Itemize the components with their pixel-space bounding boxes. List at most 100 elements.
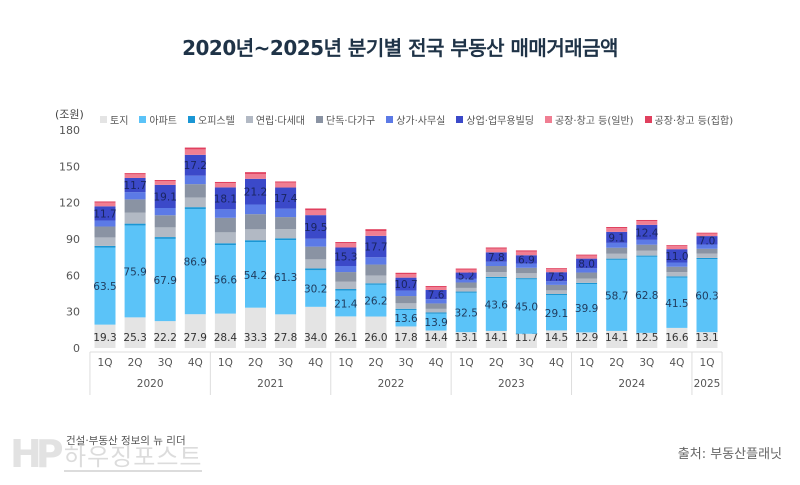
bar-segment xyxy=(546,293,567,296)
bar-segment xyxy=(666,249,688,263)
bar-segment xyxy=(576,254,598,256)
bar-segment xyxy=(365,275,387,284)
data-label: 5.2 xyxy=(458,271,475,283)
bar-segment xyxy=(214,245,236,314)
bar-segment xyxy=(245,204,266,215)
bar-segment xyxy=(395,272,417,275)
data-label: 7.8 xyxy=(488,252,505,264)
bar-segment xyxy=(94,226,116,238)
bar-segment xyxy=(696,236,718,245)
bar-segment xyxy=(485,330,507,348)
bar-stack: 34.0 30.2 19.5 xyxy=(304,208,327,348)
x-tick-label: 1Q xyxy=(579,357,594,369)
bar-segment xyxy=(546,272,567,282)
bar-segment xyxy=(335,242,357,244)
bar-segment xyxy=(335,243,357,248)
bar-stack: 17.8 13.6 10.7 xyxy=(394,272,418,348)
bar-segment xyxy=(696,233,718,237)
data-label: 11.7 xyxy=(93,208,116,220)
bar-segment xyxy=(94,237,116,246)
legend-label: 상가·사무실 xyxy=(396,116,446,127)
bar-segment xyxy=(214,232,236,244)
bar-segment xyxy=(455,269,477,273)
bar-segment xyxy=(636,224,658,240)
bar-segment xyxy=(154,184,176,208)
source-credit: 출처: 부동산플래닛 xyxy=(677,447,782,462)
bar-segment xyxy=(305,215,327,239)
x-tick-label: 1Q xyxy=(700,357,715,369)
data-label: 14.1 xyxy=(485,332,508,344)
bar-segment xyxy=(154,207,176,216)
bar-segment xyxy=(395,296,417,304)
data-label: 13.9 xyxy=(424,317,447,329)
bar-segment xyxy=(606,227,628,229)
bar-segment xyxy=(515,279,537,334)
y-tick-label: 90 xyxy=(66,233,80,246)
bar-segment xyxy=(245,172,266,174)
bar-segment xyxy=(214,181,236,184)
bar-segment xyxy=(154,180,176,182)
data-label: 63.5 xyxy=(93,281,116,293)
bar-segment xyxy=(395,326,417,348)
year-group-label: 2025 xyxy=(694,378,721,390)
data-label: 32.5 xyxy=(455,307,478,319)
x-tick-label: 2Q xyxy=(128,357,143,369)
bar-segment xyxy=(124,212,146,224)
stacked-bar-chart: 0 30 60 90 120 150 180 19.3 63.5 11.7 1Q 25.3 75.9 11… xyxy=(59,124,723,395)
bar-segment xyxy=(606,258,628,260)
bar-stack: 33.3 54.2 21.2 xyxy=(244,172,267,348)
bar-segment xyxy=(485,266,507,273)
bar-segment xyxy=(546,330,567,348)
bar-segment xyxy=(154,321,176,348)
legend-swatch xyxy=(544,116,552,123)
x-tick-label: 3Q xyxy=(278,357,293,369)
data-label: 13.1 xyxy=(455,332,478,344)
bar-segment xyxy=(485,247,507,249)
data-label: 41.5 xyxy=(665,298,688,310)
legend-item: 연립·다세대 xyxy=(245,112,305,127)
bar-segment xyxy=(245,307,266,348)
bar-segment xyxy=(305,270,327,307)
data-label: 13.1 xyxy=(695,332,718,344)
bar-segment xyxy=(515,255,537,264)
data-label: 6.9 xyxy=(518,254,535,266)
bar-segment xyxy=(305,246,327,260)
bar-segment xyxy=(365,229,387,232)
bar-segment xyxy=(636,250,658,256)
bar-stack: 14.1 58.7 9.1 xyxy=(605,227,628,348)
bar-segment xyxy=(395,303,417,309)
bar-segment xyxy=(455,287,477,292)
bar-segment xyxy=(335,289,357,291)
legend-swatch xyxy=(100,116,107,123)
bar-segment xyxy=(365,231,387,236)
bar-segment xyxy=(546,284,567,291)
x-tick-label: 2Q xyxy=(609,357,624,369)
bar-stack: 14.4 13.9 7.6 xyxy=(424,285,448,348)
x-tick-label: 3Q xyxy=(399,357,414,369)
bar-segment xyxy=(365,283,387,285)
logo-name: 하우징포스트 xyxy=(64,443,203,472)
bar-segment xyxy=(184,154,206,176)
bar-segment xyxy=(485,278,507,331)
data-label: 12.9 xyxy=(575,332,598,344)
legend-label: 상업·업무용빌딩 xyxy=(466,116,534,127)
legend-item: 오피스텔 xyxy=(188,112,235,127)
bar-segment xyxy=(305,208,327,211)
x-tick-label: 2Q xyxy=(489,357,504,369)
data-label: 54.2 xyxy=(244,270,267,282)
data-label: 27.9 xyxy=(184,332,207,344)
bar-segment xyxy=(124,174,146,178)
bar-segment xyxy=(365,264,387,276)
y-tick-label: 60 xyxy=(66,269,80,282)
bar-segment xyxy=(124,192,146,200)
bar-segment xyxy=(576,255,598,259)
legend-swatch xyxy=(139,116,147,123)
logo-tagline: 건설·부동산 정보의 뉴 리더 xyxy=(66,435,186,447)
bar-segment xyxy=(214,313,236,348)
x-tick-label: 4Q xyxy=(188,357,203,369)
bar-segment xyxy=(395,277,417,291)
bar-segment xyxy=(666,272,688,277)
data-label: 13.6 xyxy=(394,313,418,325)
bar-segment xyxy=(696,232,718,234)
data-label: 39.9 xyxy=(575,303,598,315)
